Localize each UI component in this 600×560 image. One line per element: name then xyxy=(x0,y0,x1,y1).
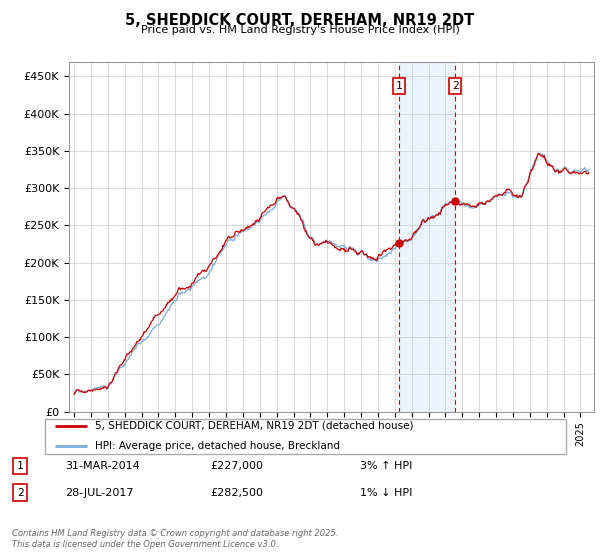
Text: 5, SHEDDICK COURT, DEREHAM, NR19 2DT (detached house): 5, SHEDDICK COURT, DEREHAM, NR19 2DT (de… xyxy=(95,421,413,431)
Text: 1% ↓ HPI: 1% ↓ HPI xyxy=(360,488,412,498)
Text: £282,500: £282,500 xyxy=(210,488,263,498)
Text: 3% ↑ HPI: 3% ↑ HPI xyxy=(360,461,412,471)
Text: 2: 2 xyxy=(17,488,23,498)
Text: £227,000: £227,000 xyxy=(210,461,263,471)
Text: 1: 1 xyxy=(395,81,403,91)
Text: 1: 1 xyxy=(17,461,23,471)
Text: 5, SHEDDICK COURT, DEREHAM, NR19 2DT: 5, SHEDDICK COURT, DEREHAM, NR19 2DT xyxy=(125,13,475,29)
Text: HPI: Average price, detached house, Breckland: HPI: Average price, detached house, Brec… xyxy=(95,441,340,451)
Text: Price paid vs. HM Land Registry's House Price Index (HPI): Price paid vs. HM Land Registry's House … xyxy=(140,25,460,35)
Text: 28-JUL-2017: 28-JUL-2017 xyxy=(65,488,133,498)
FancyBboxPatch shape xyxy=(44,419,566,454)
Bar xyxy=(399,62,455,412)
Text: Contains HM Land Registry data © Crown copyright and database right 2025.
This d: Contains HM Land Registry data © Crown c… xyxy=(12,529,338,549)
Text: 31-MAR-2014: 31-MAR-2014 xyxy=(65,461,140,471)
Text: 2: 2 xyxy=(452,81,458,91)
